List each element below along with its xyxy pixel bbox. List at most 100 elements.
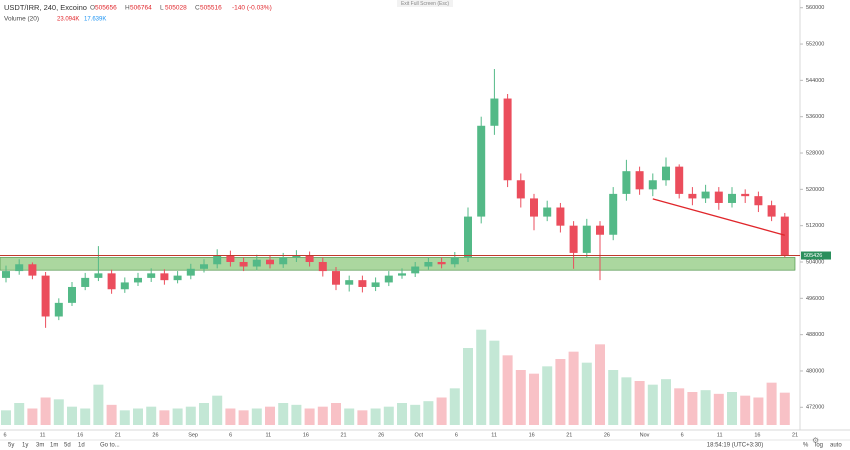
candle-body	[107, 273, 116, 290]
x-tick-label: 6	[681, 432, 684, 438]
candle-body	[160, 273, 169, 281]
candle-body	[134, 277, 142, 283]
candle-body	[200, 264, 208, 269]
volume-bar	[766, 382, 777, 425]
volume-bar	[397, 403, 407, 425]
x-tick-label: 16	[303, 432, 309, 438]
candle-body	[239, 261, 248, 267]
x-tick-label: 6	[229, 432, 232, 438]
candle-body	[543, 207, 552, 217]
candle-body	[569, 225, 578, 253]
y-tick-label: 512000	[806, 223, 824, 229]
x-tick-label: 11	[491, 432, 497, 438]
candle-body	[358, 280, 367, 287]
y-tick-label: 488000	[806, 332, 824, 338]
x-tick-label: 26	[378, 432, 384, 438]
volume-title: Volume (20)	[4, 16, 39, 23]
candle-body	[68, 286, 76, 303]
x-tick-label: 16	[754, 432, 760, 438]
candle-body	[186, 268, 195, 276]
volume-bar	[713, 393, 724, 425]
volume-bar	[476, 329, 487, 425]
volume-bar	[1, 410, 11, 425]
candle-body	[398, 273, 406, 276]
volume-bar	[621, 377, 632, 425]
toolbar-button[interactable]: 5y	[8, 443, 14, 449]
support-zone	[0, 257, 796, 271]
candle-body	[332, 271, 340, 285]
y-tick-label: 520000	[806, 187, 824, 193]
candle-body	[120, 282, 129, 290]
candle-body	[635, 171, 644, 190]
y-tick-label: 552000	[806, 41, 824, 47]
x-tick-label: 16	[529, 432, 535, 438]
settings-icon[interactable]: ⚙	[812, 436, 819, 445]
toolbar-item[interactable]: log	[815, 443, 823, 449]
candle-body	[741, 193, 750, 197]
toolbar-button[interactable]: 5d	[64, 443, 71, 449]
candle-body	[305, 255, 314, 262]
toolbar-item: 18:54:19 (UTC+3:30)	[707, 443, 764, 449]
price-label: 505426	[804, 253, 822, 259]
x-tick-label: Nov	[640, 432, 650, 438]
x-tick-label: 21	[115, 432, 121, 438]
candle-body	[2, 271, 10, 278]
x-tick-label: 11	[717, 432, 723, 438]
volume-bar	[687, 392, 698, 425]
ohlc-value: 505516	[200, 5, 222, 12]
ohlc-key: O	[90, 5, 95, 12]
toolbar-button[interactable]: 1y	[22, 443, 28, 449]
volume-bar	[251, 408, 262, 425]
y-tick-label: 536000	[806, 114, 824, 120]
y-tick-label: 504000	[806, 259, 824, 265]
y-tick-label: 496000	[806, 296, 824, 302]
trendline	[652, 198, 785, 236]
volume-bar	[674, 388, 685, 425]
toolbar-item[interactable]: %	[803, 443, 809, 449]
toolbar-button[interactable]: 1d	[78, 443, 85, 449]
volume-bar	[595, 344, 605, 425]
volume-bar	[423, 401, 434, 425]
volume-bar	[383, 406, 394, 425]
volume-value: 17.639K	[84, 17, 106, 23]
volume-bar	[146, 406, 157, 425]
x-tick-label: 26	[604, 432, 610, 438]
volume-bar	[27, 408, 38, 425]
price-label-box	[801, 251, 831, 260]
candle-body	[81, 277, 90, 287]
candle-body	[714, 191, 723, 203]
ohlc-value: 505028	[165, 5, 187, 12]
volume-bar	[317, 406, 328, 425]
candle-body	[292, 255, 301, 258]
toolbar-button[interactable]: Go to...	[100, 443, 120, 449]
volume-bar	[515, 370, 526, 425]
volume-bar	[238, 410, 249, 425]
volume-bar	[608, 370, 619, 425]
ohlc-value: 506764	[130, 5, 152, 12]
candle-body	[147, 273, 156, 278]
volume-bar	[185, 406, 196, 425]
candle-body	[780, 216, 789, 256]
volume-bar	[80, 408, 91, 425]
toolbar-button[interactable]: 1m	[50, 443, 58, 449]
candle-body	[622, 171, 631, 194]
volume-bar	[502, 355, 513, 425]
candle-body	[490, 98, 499, 126]
volume-bar	[106, 404, 117, 425]
toolbar-button[interactable]: 3m	[36, 443, 44, 449]
ohlc-key: L	[160, 5, 164, 12]
x-tick-label: 6	[455, 432, 458, 438]
volume-bar	[291, 404, 302, 425]
x-tick-label: 26	[152, 432, 158, 438]
volume-bar	[199, 403, 209, 425]
x-tick-label: 11	[265, 432, 271, 438]
volume-bar	[14, 403, 25, 425]
hint-box	[397, 0, 453, 7]
toolbar-item[interactable]: auto	[830, 443, 842, 449]
volume-bar	[265, 406, 275, 425]
candle-body	[411, 266, 420, 274]
candle-body	[596, 225, 604, 235]
candle-body	[437, 261, 446, 265]
